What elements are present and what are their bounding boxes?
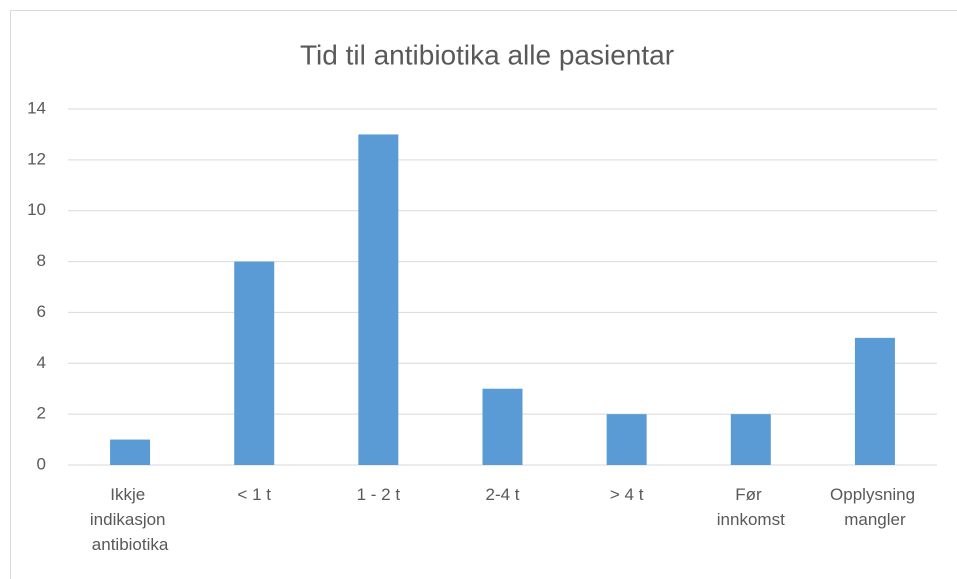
x-tick-label: Opplysning mangler bbox=[830, 485, 920, 529]
bar bbox=[358, 134, 399, 465]
x-tick-label: 2-4 t bbox=[485, 485, 519, 504]
x-tick-label: Før innkomst bbox=[717, 485, 785, 529]
chart-frame bbox=[10, 10, 957, 579]
y-tick-label: 0 bbox=[37, 454, 46, 473]
x-tick-label: Ikkje indikasjon antibiotika bbox=[90, 485, 170, 554]
x-tick-label: > 4 t bbox=[610, 485, 644, 504]
y-tick-label: 2 bbox=[37, 404, 46, 423]
bar bbox=[482, 388, 523, 465]
y-tick-label: 14 bbox=[27, 98, 46, 117]
y-tick-label: 4 bbox=[37, 353, 46, 372]
y-tick-label: 12 bbox=[27, 149, 46, 168]
bar bbox=[730, 414, 771, 465]
y-tick-label: 6 bbox=[37, 302, 46, 321]
bar bbox=[110, 439, 151, 465]
x-tick-label: < 1 t bbox=[237, 485, 271, 504]
y-tick-label: 8 bbox=[37, 251, 46, 270]
bar bbox=[854, 337, 895, 465]
x-tick-label: 1 - 2 t bbox=[357, 485, 401, 504]
bar bbox=[234, 261, 275, 465]
y-tick-label: 10 bbox=[27, 200, 46, 219]
chart-title: Tid til antibiotika alle pasientar bbox=[300, 39, 674, 70]
bar bbox=[606, 414, 647, 465]
